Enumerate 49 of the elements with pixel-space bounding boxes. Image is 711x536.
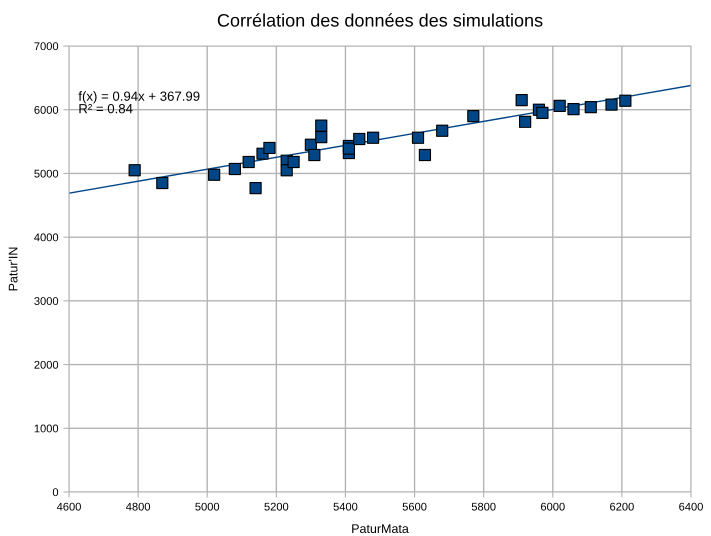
y-tick-label: 7000 — [34, 42, 58, 50]
point — [554, 100, 566, 112]
x-tick-label: 5600 — [402, 502, 426, 511]
x-tick-label: 6000 — [540, 502, 565, 511]
x-tick-label: 5000 — [195, 502, 220, 511]
point — [516, 94, 528, 106]
annotation: R² = 0.84 — [79, 104, 133, 114]
point — [242, 156, 255, 168]
point — [308, 148, 320, 162]
y-tick-label: 6000 — [34, 106, 58, 114]
point — [366, 132, 380, 144]
point — [315, 120, 328, 132]
x-axis-title: PaturMata — [352, 524, 409, 534]
annotation: f(x) = 0.94x + 367.99 — [78, 91, 200, 104]
point — [519, 116, 532, 128]
point — [156, 176, 168, 190]
point — [128, 164, 141, 176]
x-tick-label: 6400 — [679, 502, 703, 511]
point — [342, 142, 356, 155]
point — [418, 148, 432, 162]
point — [536, 106, 549, 120]
y-tick-label: 2000 — [34, 360, 58, 369]
point — [467, 110, 480, 122]
y-tick-label: 1000 — [34, 424, 58, 432]
chart-title: Corrélation des données des simulations — [218, 13, 542, 27]
point — [584, 101, 597, 114]
point — [288, 156, 300, 168]
x-tick-label: 6200 — [610, 502, 634, 511]
point — [567, 102, 580, 116]
point — [228, 162, 241, 176]
x-tick-label: 5800 — [472, 502, 496, 511]
point — [263, 142, 276, 154]
point — [208, 168, 220, 181]
point — [412, 132, 424, 144]
x-tick-label: 4600 — [56, 502, 81, 511]
point — [436, 124, 448, 137]
y-tick-label: 4000 — [34, 233, 58, 242]
point — [619, 94, 632, 107]
y-tick-label: 0 — [52, 488, 58, 496]
point — [249, 182, 262, 194]
x-tick-label: 5200 — [264, 502, 288, 511]
x-tick-label: 4800 — [126, 502, 150, 511]
point — [315, 131, 328, 144]
point — [605, 98, 618, 111]
y-tick-label: 3000 — [34, 297, 58, 305]
y-tick-label: 5000 — [34, 170, 58, 178]
point — [353, 132, 366, 146]
y-axis-title: Patur'IN — [8, 248, 18, 290]
x-tick-label: 5400 — [334, 502, 358, 511]
